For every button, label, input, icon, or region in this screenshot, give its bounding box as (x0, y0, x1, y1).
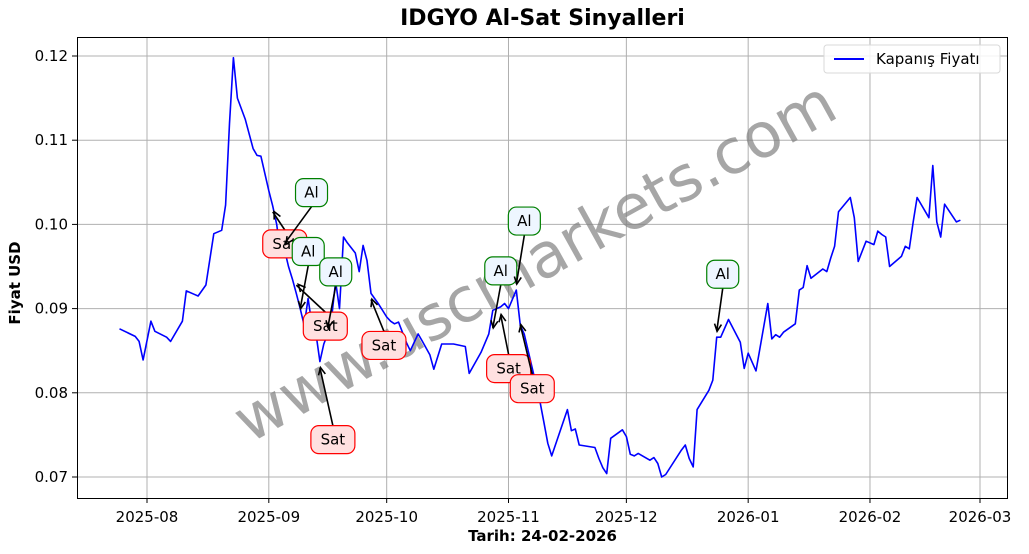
arrow-head-icon (297, 283, 306, 293)
signal-label: Al (304, 184, 318, 202)
arrow-line (319, 367, 334, 426)
y-tick-label: 0.11 (35, 131, 68, 149)
y-tick-label: 0.10 (35, 215, 68, 233)
arrow-head-icon (498, 312, 507, 323)
x-tick-label: 2026-01 (717, 508, 780, 526)
signal-box (361, 330, 407, 361)
buy-signal: Al (291, 236, 325, 311)
arrow-line (295, 284, 326, 313)
signal-box (507, 206, 541, 236)
buy-signal: Al (706, 259, 740, 334)
signal-box (706, 259, 740, 289)
y-tick-label: 0.08 (35, 384, 68, 402)
arrow-head-icon (513, 276, 522, 286)
signal-box (302, 311, 348, 341)
buy-signal: Al (484, 256, 518, 330)
signal-label: Al (301, 242, 315, 260)
y-tick-label: 0.12 (35, 47, 68, 65)
axes-frame (77, 37, 1008, 499)
legend-box (823, 44, 1001, 74)
signal-box (294, 178, 329, 208)
chart-title: IDGYO Al-Sat Sinyalleri (400, 6, 685, 31)
arrow-line (499, 314, 510, 355)
arrow-line (519, 324, 534, 375)
arrow-head-icon (490, 320, 499, 330)
signal-label: Sat (496, 360, 521, 378)
signal-box (310, 425, 356, 455)
sell-signal: Sat (310, 365, 356, 455)
arrow-head-icon (297, 300, 306, 311)
arrow-head-icon (285, 236, 294, 246)
x-tick-label: 2026-02 (839, 508, 902, 526)
x-tick-label: 2026-03 (949, 508, 1012, 526)
x-tick-label: 2025-12 (595, 508, 658, 526)
signal-box (484, 256, 518, 286)
signal-label: Sat (372, 336, 397, 354)
arrow-line (515, 234, 526, 285)
signal-label: Al (716, 265, 730, 283)
arrow-line (370, 299, 385, 332)
arrow-head-icon (713, 323, 723, 334)
sell-signal: Sat (509, 322, 555, 404)
signal-label: Sat (272, 235, 297, 253)
x-axis-label: Tarih: 24-02-2026 (468, 527, 617, 545)
arrow-line (715, 288, 724, 332)
signal-label: Al (329, 263, 343, 281)
buy-signal: Al (319, 257, 353, 330)
signal-box (291, 236, 325, 267)
axis-ticks: 2025-08 2025-09 2025-10 2025-11 2025-12 2026-… (35, 47, 1012, 526)
signal-box (509, 374, 555, 404)
arrow-line (283, 206, 313, 245)
grid-lines (78, 38, 1007, 498)
signal-label: Sat (313, 317, 338, 335)
x-tick-label: 2025-08 (116, 508, 179, 526)
signal-box (319, 257, 353, 287)
y-tick-label: 0.07 (35, 468, 68, 486)
legend: Kapanış Fiyatı (823, 44, 1001, 74)
x-tick-label: 2025-10 (355, 508, 418, 526)
x-tick-label: 2025-09 (237, 508, 300, 526)
arrow-head-icon (325, 319, 334, 330)
arrow-head-icon (370, 297, 379, 308)
arrow-head-icon (518, 322, 527, 333)
arrow-line (491, 284, 502, 329)
signal-label: Sat (321, 431, 346, 449)
legend-label: Kapanış Fiyatı (876, 50, 980, 68)
signal-label: Al (494, 262, 508, 280)
arrow-head-icon (273, 209, 281, 220)
arrow-line (326, 285, 337, 329)
x-tick-label: 2025-11 (477, 508, 540, 526)
y-tick-label: 0.09 (35, 300, 68, 318)
arrow-head-icon (317, 365, 326, 376)
sell-signal: Sat (361, 297, 407, 361)
signal-label: Sat (520, 380, 545, 398)
sell-signal: Sat (295, 283, 348, 341)
arrow-line (299, 265, 310, 309)
buy-signal: Al (283, 178, 329, 246)
signal-label: Al (517, 212, 531, 230)
buy-signal: Al (507, 206, 541, 286)
